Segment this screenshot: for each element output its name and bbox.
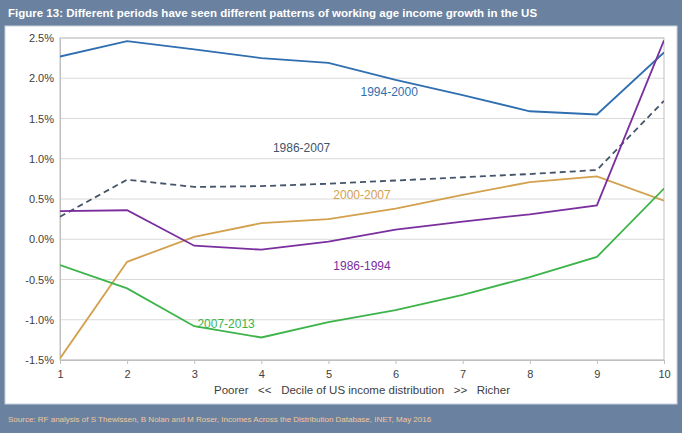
grid-line	[60, 239, 664, 240]
y-tick: 0.5%	[29, 193, 60, 205]
y-axis: -1.5% -1.0% -0.5% 0.0% 0.5% 1.0% 1.5% 2.0% 2.5%	[25, 32, 60, 366]
x-tick-mark	[396, 360, 397, 364]
series-label: 2007-2013	[197, 317, 255, 331]
x-tick: 4	[259, 360, 265, 380]
x-tick-label: 4	[259, 368, 265, 380]
x-tick-mark	[463, 360, 464, 364]
grid-line	[60, 319, 664, 320]
grid-line	[60, 279, 664, 280]
x-tick-mark	[261, 360, 262, 364]
x-tick: 5	[326, 360, 332, 380]
grid	[60, 38, 664, 360]
x-tick-mark	[194, 360, 195, 364]
x-tick-mark	[530, 360, 531, 364]
x-tick: 8	[527, 360, 533, 380]
x-tick: 3	[192, 360, 198, 380]
x-tick-mark	[597, 360, 598, 364]
series-line	[60, 41, 664, 114]
y-tick: 1.5%	[29, 113, 60, 125]
y-tick-label: -1.5%	[25, 354, 54, 366]
y-tick-label: 0.5%	[29, 193, 54, 205]
x-tick-label: 8	[527, 368, 533, 380]
y-tick: -1.5%	[25, 354, 60, 366]
x-tick-label: 5	[326, 368, 332, 380]
y-tick: 2.0%	[29, 72, 60, 84]
y-tick: 2.5%	[29, 32, 60, 44]
title: Figure 13: Different periods have seen d…	[8, 7, 537, 19]
x-axis: 1 2 3 4 5 6 7 8 9 10	[57, 360, 670, 380]
plot-frame	[60, 38, 664, 360]
y-tick-label: 0.0%	[29, 233, 54, 245]
y-axis-line	[60, 39, 61, 361]
x-tick-label: 2	[125, 368, 131, 380]
y-tick: -1.0%	[25, 314, 60, 326]
x-tick-mark	[127, 360, 128, 364]
x-tick: 6	[393, 360, 399, 380]
series-line	[60, 189, 664, 338]
panel	[5, 26, 677, 404]
y-tick: 0.0%	[29, 233, 60, 245]
series-label: 2000-2007	[333, 188, 391, 202]
grid-line	[60, 158, 664, 159]
y-tick-label: 2.5%	[29, 32, 54, 44]
x-tick-label: 3	[192, 368, 198, 380]
y-tick-label: 1.5%	[29, 113, 54, 125]
y-tick: -0.5%	[25, 274, 60, 286]
series-line	[60, 101, 664, 217]
x-tick-label: 1	[57, 368, 63, 380]
y-tick-label: 2.0%	[29, 72, 54, 84]
background	[0, 0, 682, 433]
y-tick: 1.0%	[29, 153, 60, 165]
x-tick-label: 7	[460, 368, 466, 380]
x-axis-label: Poorer << Decile of US income distributi…	[214, 384, 510, 396]
y-tick-label: -0.5%	[25, 274, 54, 286]
x-tick-label: 10	[658, 368, 670, 380]
x-tick-label: 6	[393, 368, 399, 380]
lines	[60, 40, 664, 358]
series-label: 1994-2000	[360, 85, 418, 99]
x-tick: 9	[594, 360, 600, 380]
y-tick-label: -1.0%	[25, 314, 54, 326]
grid-line	[60, 78, 664, 79]
grid-line	[60, 118, 664, 119]
series-label: 1986-2007	[273, 141, 331, 155]
x-tick: 7	[460, 360, 466, 380]
x-tick-mark	[328, 360, 329, 364]
x-tick-mark	[60, 360, 61, 364]
x-tick-label: 9	[594, 368, 600, 380]
series-label: 1986-1994	[333, 259, 391, 273]
x-tick-mark	[664, 360, 665, 364]
x-tick: 10	[658, 360, 670, 380]
x-tick: 2	[125, 360, 131, 380]
series-line	[60, 40, 664, 249]
y-tick-label: 1.0%	[29, 153, 54, 165]
x-axis-line	[61, 361, 665, 365]
chart: Figure 13: Different periods have seen d…	[0, 0, 682, 433]
source: Source: RF analysis of S Thewissen, B No…	[8, 415, 432, 424]
x-tick: 1	[57, 360, 63, 380]
series-line	[60, 176, 664, 358]
